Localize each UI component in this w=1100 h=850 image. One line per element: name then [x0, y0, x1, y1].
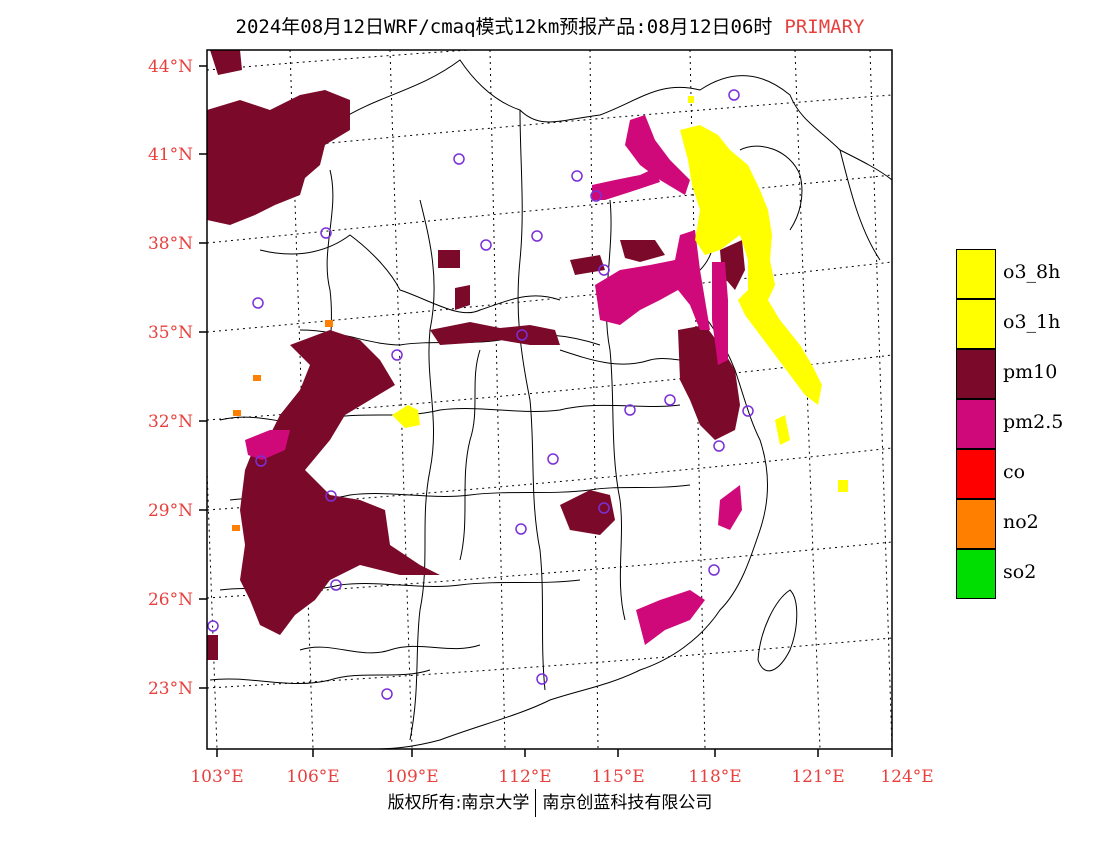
- title-main: 2024年08月12日WRF/cmaq模式12km预报产品:08月12日06时: [235, 16, 773, 38]
- legend-swatch: [956, 299, 996, 349]
- legend-item: so2: [956, 549, 1088, 599]
- legend-label: so2: [1003, 561, 1037, 583]
- legend-item: pm10: [956, 349, 1088, 399]
- legend: o3_8h o3_1h pm10 pm2.5 co no2 so2: [956, 249, 1088, 599]
- no2-spots: [232, 320, 333, 531]
- legend-label: o3_8h: [1003, 261, 1061, 283]
- footer-separator: [535, 789, 537, 817]
- legend-item: no2: [956, 499, 1088, 549]
- legend-item: o3_8h: [956, 249, 1088, 299]
- legend-item: pm2.5: [956, 399, 1088, 449]
- lon-ticks: 103°E 106°E 109°E 112°E 115°E 118°E 121°E 124°E: [190, 749, 934, 787]
- lon-tick-label: 121°E: [791, 767, 844, 787]
- pm10-field: [207, 50, 745, 660]
- footer: 版权所有:南京大学 南京创蓝科技有限公司: [0, 788, 1100, 817]
- footer-right: 南京创蓝科技有限公司: [542, 793, 713, 813]
- legend-label: pm10: [1003, 361, 1058, 383]
- legend-swatch: [956, 399, 996, 449]
- legend-label: o3_1h: [1003, 311, 1061, 333]
- legend-label: no2: [1003, 511, 1039, 533]
- lat-tick-label: 29°N: [148, 501, 193, 521]
- lon-tick-label: 115°E: [591, 767, 644, 787]
- lat-ticks: 44°N 41°N 38°N 35°N 32°N 29°N 26°N 23°N: [148, 57, 207, 699]
- lat-tick-label: 23°N: [148, 679, 193, 699]
- map-area: [207, 50, 892, 749]
- city-markers: [207, 89, 754, 700]
- o3-field: [392, 96, 848, 492]
- lat-tick-label: 35°N: [148, 323, 193, 343]
- legend-swatch: [956, 249, 996, 299]
- title-primary: PRIMARY: [784, 16, 865, 38]
- legend-item: o3_1h: [956, 299, 1088, 349]
- lat-tick-label: 44°N: [148, 57, 193, 77]
- lon-tick-label: 106°E: [286, 767, 339, 787]
- legend-label: pm2.5: [1003, 411, 1064, 433]
- footer-left: 版权所有:南京大学: [387, 793, 530, 813]
- lat-tick-label: 26°N: [148, 590, 193, 610]
- legend-swatch: [956, 549, 996, 599]
- lon-tick-label: 112°E: [498, 767, 551, 787]
- legend-swatch: [956, 499, 996, 549]
- lon-tick-label: 118°E: [688, 767, 741, 787]
- pm25-field: [245, 115, 742, 645]
- legend-label: co: [1003, 461, 1026, 483]
- lat-tick-label: 41°N: [148, 145, 193, 165]
- legend-item: co: [956, 449, 1088, 499]
- map-frame: [206, 49, 893, 750]
- map-title: 2024年08月12日WRF/cmaq模式12km预报产品:08月12日06时 P…: [0, 12, 1100, 39]
- lon-tick-label: 109°E: [385, 767, 438, 787]
- legend-swatch: [956, 349, 996, 399]
- lon-tick-label: 103°E: [190, 767, 243, 787]
- lon-tick-label: 124°E: [880, 767, 933, 787]
- lat-tick-label: 38°N: [148, 234, 193, 254]
- legend-swatch: [956, 449, 996, 499]
- lat-tick-label: 32°N: [148, 412, 193, 432]
